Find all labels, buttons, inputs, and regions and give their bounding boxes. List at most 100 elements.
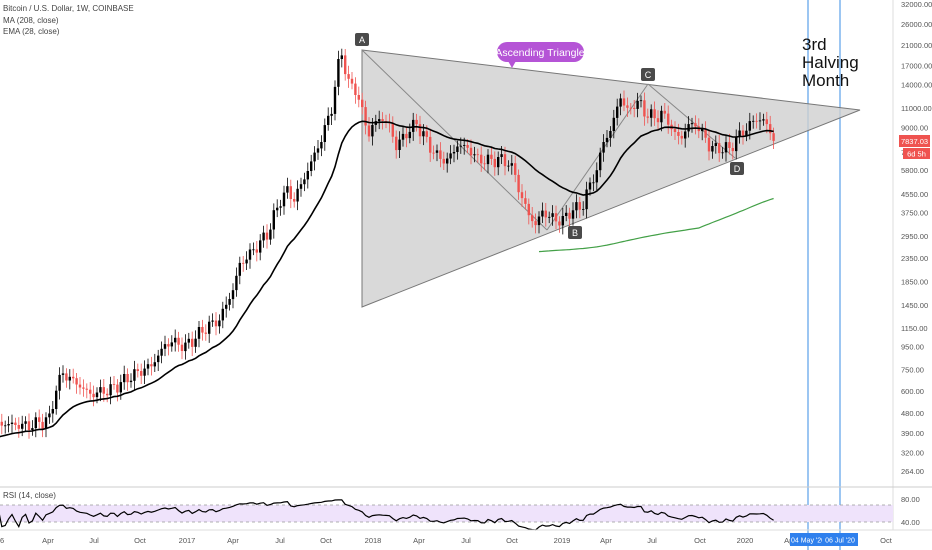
- candle: [449, 145, 452, 165]
- ema-28-line: [0, 120, 774, 438]
- price-tick-label: 1450.00: [901, 301, 928, 310]
- candle: [762, 113, 765, 126]
- candle: [7, 416, 10, 433]
- candle: [653, 101, 656, 126]
- candle: [99, 379, 102, 402]
- price-axis[interactable]: 32000.00 26000.00 21000.00 17000.00 14000.00…: [901, 0, 932, 476]
- svg-text:C: C: [645, 70, 652, 80]
- candle: [694, 115, 697, 135]
- candle: [592, 174, 595, 192]
- ma-208-line: [538, 197, 774, 253]
- candle: [701, 123, 704, 141]
- candle: [133, 360, 136, 390]
- price-tick-label: 21000.00: [901, 41, 932, 50]
- candle: [157, 349, 160, 371]
- ema-legend: EMA (28, close): [3, 27, 60, 36]
- time-tick-label: 2017: [179, 536, 196, 545]
- candle: [197, 321, 201, 348]
- candle-countdown: 6d 5h: [907, 150, 926, 159]
- candle: [578, 197, 581, 219]
- candle: [221, 301, 224, 329]
- candle: [146, 358, 150, 376]
- symbol-label: Bitcoin / U.S. Dollar, 1W, COINBASE: [3, 4, 134, 13]
- candle: [541, 202, 544, 223]
- candle: [609, 126, 612, 147]
- price-tick-label: 14000.00: [901, 81, 932, 90]
- candle: [0, 413, 4, 435]
- candle: [554, 205, 558, 230]
- candle: [514, 155, 517, 183]
- time-axis[interactable]: 16 Apr Jul Oct 2017 Apr Jul Oct 2018 Apr Jul Oct 201…: [0, 536, 893, 545]
- last-price-value: 7837.03: [901, 137, 928, 146]
- candle: [350, 72, 354, 90]
- halving-note: 3rd Halving Month: [802, 35, 859, 90]
- candle: [4, 420, 7, 434]
- candle: [201, 319, 204, 341]
- candle: [602, 134, 605, 162]
- time-tick-label: 16: [0, 536, 4, 545]
- time-tick-label: Apr: [600, 536, 612, 545]
- candle: [112, 376, 116, 390]
- candle: [228, 292, 231, 311]
- candle: [755, 113, 758, 129]
- candle: [180, 337, 184, 360]
- candle: [728, 133, 731, 155]
- svg-text:D: D: [734, 164, 741, 174]
- candle: [310, 154, 313, 177]
- candle: [279, 199, 282, 216]
- candle: [269, 223, 272, 245]
- candle: [289, 179, 292, 209]
- ascending-triangle-shape[interactable]: [361, 49, 861, 308]
- price-tick-label: 11000.00: [901, 104, 932, 113]
- candle: [218, 314, 221, 334]
- candle: [31, 420, 34, 436]
- candle: [622, 90, 626, 112]
- candle: [238, 256, 241, 285]
- candle: [367, 117, 371, 142]
- candle: [340, 48, 343, 68]
- candle: [643, 92, 646, 126]
- candle: [714, 135, 717, 154]
- candle: [490, 146, 493, 165]
- candle: [17, 417, 20, 438]
- candle: [612, 109, 615, 139]
- price-tick-label: 950.00: [901, 342, 924, 351]
- price-tick-label: 9000.00: [901, 124, 928, 133]
- candle: [731, 142, 734, 160]
- svg-text:Month: Month: [802, 71, 849, 90]
- candle: [282, 185, 286, 215]
- candle: [429, 128, 432, 162]
- candle: [690, 117, 694, 133]
- pattern-label-callout[interactable]: Ascending Triangle: [495, 42, 585, 68]
- candle: [194, 330, 197, 353]
- candle: [252, 242, 255, 256]
- svg-text:06 Jul '20: 06 Jul '20: [825, 538, 855, 545]
- candle: [745, 123, 748, 142]
- candle: [102, 379, 105, 402]
- candle: [537, 211, 541, 234]
- candle: [153, 353, 156, 372]
- candle: [136, 363, 139, 378]
- candle: [585, 181, 588, 219]
- candle: [174, 329, 177, 352]
- candle: [109, 376, 112, 405]
- candle: [401, 126, 405, 147]
- candle: [191, 331, 194, 356]
- candle: [44, 412, 48, 438]
- time-tick-label: Jul: [647, 536, 657, 545]
- candle: [503, 146, 507, 176]
- candle: [486, 149, 490, 174]
- wave-line-c-d: [647, 83, 736, 159]
- candle: [327, 107, 330, 131]
- candle: [177, 331, 180, 352]
- candle: [765, 111, 768, 134]
- candle: [89, 382, 92, 400]
- candle: [595, 162, 598, 191]
- price-tick-label: 2350.00: [901, 254, 928, 263]
- candle: [225, 296, 228, 318]
- candlestick-series[interactable]: [0, 48, 775, 439]
- candle: [14, 417, 17, 431]
- time-tick-label: Oct: [880, 536, 893, 545]
